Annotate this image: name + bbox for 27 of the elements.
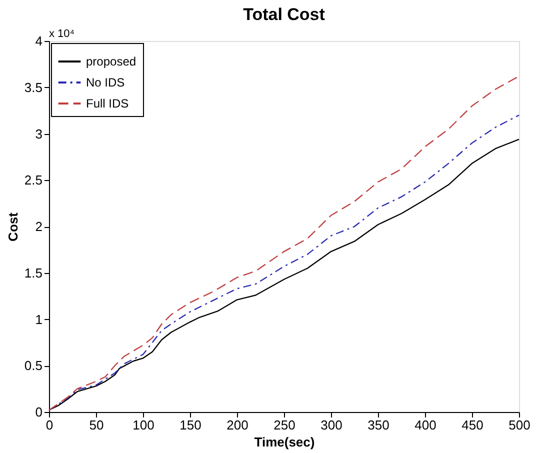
- text: x 10⁴: [49, 28, 75, 40]
- y-tick-label: 3: [35, 126, 42, 142]
- x-tick-label: 50: [89, 418, 104, 432]
- x-tick-label: 400: [414, 418, 436, 432]
- x-tick-label: 350: [368, 418, 390, 432]
- x-tick-label: 250: [274, 418, 296, 432]
- y-tick-label: 2.5: [24, 172, 42, 188]
- x-tick-label: 150: [180, 418, 202, 432]
- x-tick-label: 0: [46, 418, 54, 432]
- chart-title: Total Cost: [243, 5, 326, 24]
- x-tick-label: 500: [508, 418, 530, 432]
- x-tick-label: 450: [462, 418, 484, 432]
- x-tick-label: 200: [226, 418, 248, 432]
- x-tick-label: 100: [132, 418, 154, 432]
- y-tick-label: 0.5: [24, 358, 42, 374]
- x-axis-title: Time(sec): [254, 434, 315, 450]
- y-tick-label: 1: [35, 312, 42, 327]
- legend-label: proposed: [86, 54, 136, 68]
- y-tick-label: 2: [35, 219, 42, 234]
- y-tick-label: 4: [35, 34, 42, 48]
- y-tick-label: 0: [35, 404, 42, 420]
- legend-label: Full IDS: [86, 96, 129, 110]
- legend-label: No IDS: [86, 76, 125, 90]
- y-tick-label: 1.5: [24, 265, 42, 280]
- y-axis-title: Cost: [5, 212, 20, 242]
- x-tick-label: 300: [320, 418, 342, 432]
- y-tick-label: 3.5: [24, 80, 42, 95]
